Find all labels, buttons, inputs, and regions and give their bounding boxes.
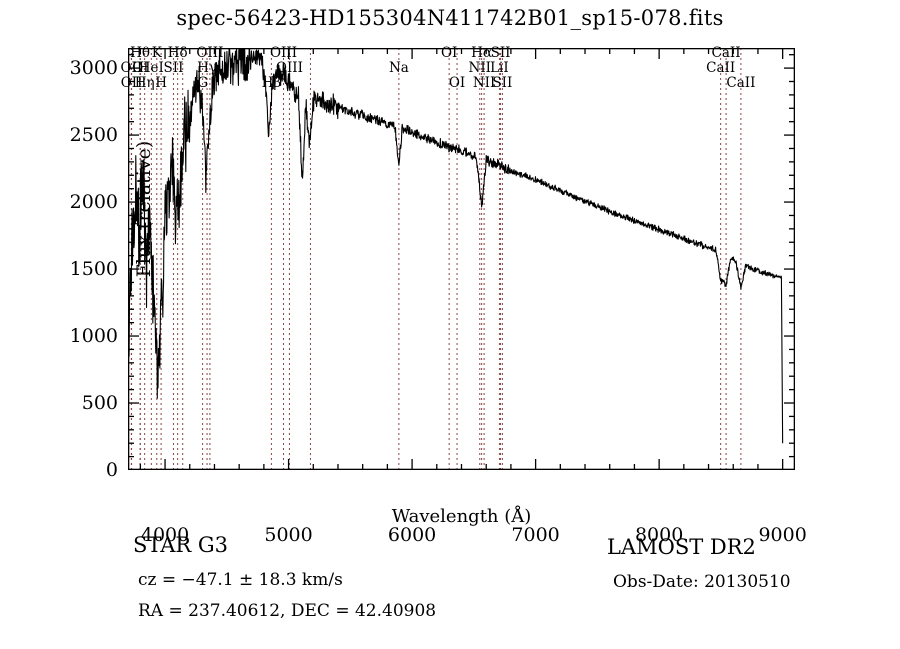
line-marker-label: OI [132, 60, 149, 76]
line-marker-label: SII [163, 60, 184, 76]
line-marker-label: SII [490, 45, 511, 61]
line-marker-label: OII [120, 60, 143, 76]
spectrum-trace [128, 48, 784, 444]
line-marker-label: OII [120, 75, 143, 91]
line-marker-label: Hβ [261, 75, 282, 91]
line-marker-label: OIII [269, 45, 298, 61]
line-marker-label: OI [448, 75, 466, 91]
line-marker-label: CaII [706, 60, 736, 76]
y-tick-label: 1500 [69, 258, 118, 281]
line-marker-label: OIII [275, 60, 303, 76]
observation-date-label: Obs-Date: 20130510 [613, 572, 791, 592]
coordinates-label: RA = 237.40612, DEC = 42.40908 [138, 601, 437, 621]
line-marker-label: G [197, 75, 208, 91]
survey-label: LAMOST DR2 [607, 535, 756, 559]
line-marker-label: SII [492, 75, 513, 91]
x-axis-label: Wavelength (Å) [391, 506, 532, 527]
line-marker-label: K [151, 45, 162, 61]
spectrum-plot: Flux (relative) Wavelength (Å) 0 500 1000 1… [70, 45, 807, 546]
x-tick-label: 8000 [634, 524, 684, 546]
line-marker-label: Hθ [130, 45, 151, 61]
line-marker-label: HeI [138, 60, 164, 76]
redshift-velocity-label: cz = −47.1 ± 18.3 km/s [138, 570, 343, 590]
line-marker-label: OI [440, 45, 458, 61]
line-marker-label: Hα [471, 45, 493, 61]
spectrum-canvas [128, 48, 795, 470]
line-marker-label: H [155, 75, 167, 91]
line-marker-label: OIII [196, 45, 224, 61]
line-marker-label: Na [388, 60, 409, 76]
x-tick-label: 6000 [387, 524, 437, 546]
line-marker-label: CaII [711, 45, 741, 61]
line-marker-label: Hη [134, 75, 155, 91]
page-title: spec-56423-HD155304N411742B01_sp15-078.f… [176, 6, 724, 30]
y-tick-label: 1000 [69, 325, 118, 348]
y-tick-label: 500 [81, 392, 118, 415]
y-tick-label: 0 [105, 459, 118, 481]
x-tick-label: 9000 [758, 524, 807, 546]
x-tick-label: 7000 [511, 524, 560, 546]
line-marker-label: CaII [726, 75, 756, 91]
line-marker-label: Hδ [167, 45, 188, 61]
y-tick-label: 2000 [69, 191, 118, 214]
line-marker-label: Hγ [197, 60, 217, 76]
plot-frame [128, 48, 795, 470]
y-tick-label: 2500 [69, 124, 118, 147]
line-marker-label: LiI [490, 60, 509, 76]
line-marker-label: NII [472, 75, 496, 91]
y-tick-label: 3000 [69, 57, 118, 80]
x-tick-label: 4000 [140, 524, 190, 546]
object-class-label: STAR G3 [133, 533, 229, 557]
line-marker-label: NII [468, 60, 492, 76]
x-tick-label: 5000 [264, 524, 313, 546]
